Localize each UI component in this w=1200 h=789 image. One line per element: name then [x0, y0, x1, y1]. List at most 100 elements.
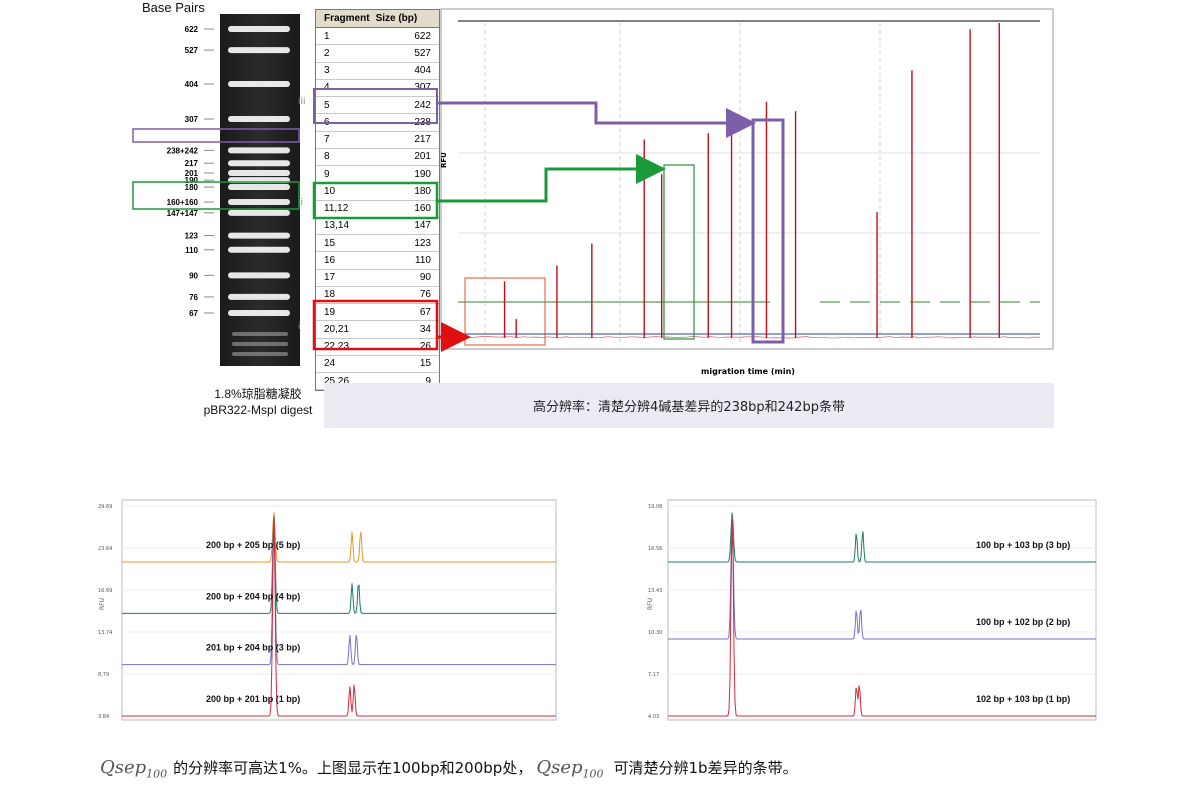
gel-band: [228, 26, 290, 32]
table-row: 17 90: [316, 270, 439, 287]
fragment-size: 217: [414, 134, 431, 145]
main-electropherogram: RFU migration time (min): [440, 8, 1055, 380]
fragment-size: 404: [414, 65, 431, 76]
main-xlabel: migration time (min): [701, 367, 795, 376]
gel-marker-label: 180: [185, 183, 199, 192]
gel-band: [228, 310, 290, 316]
table-row: 24 15: [316, 356, 439, 373]
y-tick: 13.74: [98, 630, 112, 636]
qsep-label-1: Qsep100: [100, 757, 167, 781]
table-row: 7 217: [316, 132, 439, 149]
fragment-id: 6: [324, 117, 330, 128]
fragment-size: 34: [420, 324, 431, 335]
table-row: 15 123: [316, 235, 439, 252]
fragment-size: 190: [414, 169, 431, 180]
table-row: 9 190: [316, 166, 439, 183]
fragment-size: 160: [414, 203, 431, 214]
group-marker-iii: iii: [298, 97, 306, 107]
fragment-id: 3: [324, 65, 330, 76]
y-tick: 16.69: [98, 588, 112, 594]
fragment-size: 123: [414, 238, 431, 249]
table-row: 1 622: [316, 28, 439, 45]
fragment-id: 4: [324, 82, 330, 93]
y-tick: 23.64: [98, 546, 112, 552]
fragment-size: 180: [414, 186, 431, 197]
table-row: 8 201: [316, 149, 439, 166]
fragment-size: 67: [420, 307, 431, 318]
header-fragment: Fragment: [324, 13, 370, 24]
resolution-caption: 高分辨率：清楚分辨4碱基差异的238bp和242bp条带: [324, 383, 1054, 428]
table-row: 13,14 147: [316, 218, 439, 235]
fragment-size: 110: [415, 255, 431, 266]
table-row: 2 527: [316, 45, 439, 62]
gel-title: Base Pairs: [142, 0, 205, 15]
gel-band: [228, 177, 290, 183]
fragment-size: 622: [414, 31, 431, 42]
y-tick: 3.84: [98, 714, 109, 720]
group-marker-ii: ii: [298, 198, 303, 208]
fragment-table: Fragment Size (bp) 1 622 2 527 3 404 4 307 5 242 6…: [315, 9, 440, 391]
gel-band: [228, 116, 290, 122]
series-label: 200 bp + 201 bp (1 bp): [206, 694, 300, 704]
table-row: 10 180: [316, 183, 439, 200]
table-row: 6 238: [316, 114, 439, 131]
fragment-size: 90: [420, 272, 431, 283]
fragment-size: 527: [414, 48, 431, 59]
table-row: 16 110: [316, 252, 439, 269]
gel-band: [228, 210, 290, 216]
fragment-id: 20,21: [324, 324, 349, 335]
fragment-id: 15: [324, 238, 335, 249]
series-label: 100 bp + 103 bp (3 bp): [976, 540, 1070, 550]
gel-band: [228, 294, 290, 300]
chart2-ylabel: RFU: [647, 598, 654, 610]
fragment-id: 9: [324, 169, 330, 180]
gel-marker-label: 622: [185, 25, 199, 34]
fragment-id: 11,12: [324, 203, 348, 214]
gel-band: [228, 81, 290, 87]
fragment-id: 22,23: [324, 341, 349, 352]
fragment-size: 147: [414, 220, 431, 231]
table-row: 3 404: [316, 63, 439, 80]
series-label: 200 bp + 204 bp (4 bp): [206, 591, 300, 601]
fragment-id: 17: [324, 272, 335, 283]
y-tick: 4.03: [648, 714, 659, 720]
gel-marker-label: 90: [189, 271, 198, 280]
fragment-id: 1: [324, 31, 330, 42]
table-row: 11,12 160: [316, 201, 439, 218]
y-tick: 10.30: [648, 630, 662, 636]
gel-band: [228, 272, 290, 278]
y-tick: 29.69: [98, 504, 112, 510]
fragment-id: 24: [324, 358, 335, 369]
fragment-size: 26: [420, 341, 431, 352]
gel-band: [228, 170, 290, 176]
gel-marker-label: 307: [185, 115, 199, 124]
gel-band: [228, 147, 290, 153]
gel-marker-label: 217: [185, 159, 199, 168]
fragment-id: 18: [324, 289, 335, 300]
main-ylabel: RFU: [440, 152, 448, 168]
series-label: 102 bp + 103 bp (1 bp): [976, 694, 1070, 704]
bottom-caption: Qsep100 的分辨率可高达1%。上图显示在100bp和200bp处， Qse…: [100, 757, 1100, 787]
fragment-size: 242: [414, 100, 431, 111]
fragment-id: 19: [324, 307, 335, 318]
group-marker-i: i: [298, 322, 301, 332]
chart1-ylabel: RFU: [99, 598, 106, 610]
gel-band: [228, 247, 290, 253]
fragment-id: 2: [324, 48, 330, 59]
fragment-id: 16: [324, 255, 335, 266]
gel-marker-label: 147+147: [167, 209, 199, 218]
fragment-table-header: Fragment Size (bp): [316, 10, 439, 28]
table-row: 5 242: [316, 97, 439, 114]
gel-band: [228, 160, 290, 166]
y-tick: 7.17: [648, 672, 659, 678]
fragment-size: 15: [420, 358, 431, 369]
table-row: 18 76: [316, 287, 439, 304]
fragment-id: 5: [324, 100, 330, 111]
series-label: 201 bp + 204 bp (3 bp): [206, 643, 300, 653]
chart-100bp: 19.0816.5613.4310.307.174.03 100 bp + 10…: [646, 496, 1100, 724]
gel-marker-label: 527: [185, 46, 199, 55]
chart-200bp: 29.6923.6416.6913.748.793.84 200 bp + 20…: [96, 496, 560, 724]
gel-marker-label: 67: [189, 309, 198, 318]
gel-band: [228, 184, 290, 190]
gel-marker-label: 238+242: [167, 146, 199, 155]
